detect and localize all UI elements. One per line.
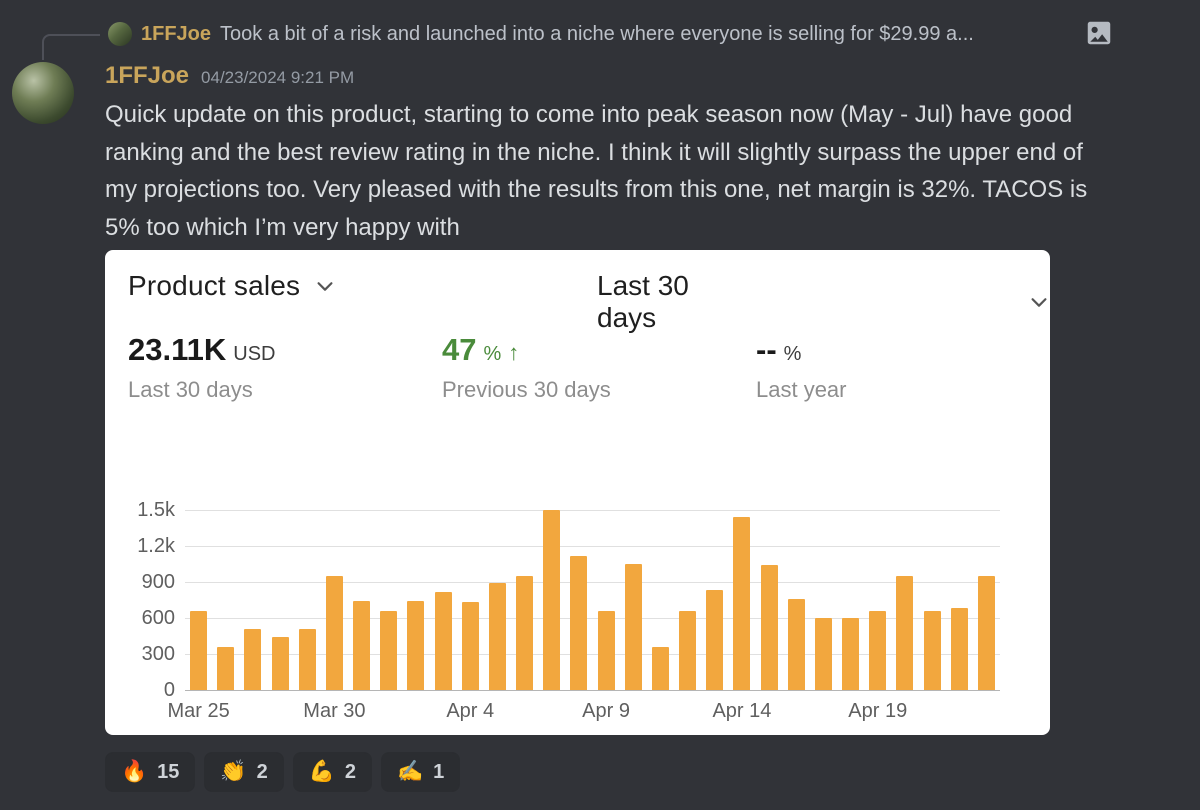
username[interactable]: 1FFJoe bbox=[105, 62, 190, 89]
stat-value: 23.11K bbox=[128, 332, 227, 367]
reaction-count: 15 bbox=[157, 760, 180, 783]
fire-emoji-icon: 🔥 bbox=[121, 760, 148, 783]
bar-apr-19 bbox=[869, 610, 887, 690]
reply-preview[interactable]: 1FFJoe Took a bit of a risk and launched… bbox=[108, 18, 1080, 50]
metric-dropdown[interactable]: Product sales bbox=[128, 270, 336, 302]
stat-label: Last year bbox=[756, 377, 847, 402]
bar-apr-12 bbox=[679, 610, 697, 690]
reaction-fire[interactable]: 🔥 15 bbox=[105, 752, 196, 792]
bar-mar-30 bbox=[325, 576, 343, 690]
bar-apr-16 bbox=[787, 598, 805, 690]
bar-mar-26 bbox=[217, 646, 235, 690]
bar-apr-9 bbox=[597, 610, 615, 690]
reaction-count: 1 bbox=[433, 760, 445, 783]
reaction-clap[interactable]: 👏 2 bbox=[204, 752, 284, 792]
stat-current-period: 23.11K USD Last 30 days bbox=[128, 332, 442, 403]
reply-avatar bbox=[108, 22, 132, 46]
muscle-emoji-icon: 💪 bbox=[308, 760, 335, 783]
x-tick-label: Apr 19 bbox=[848, 700, 908, 722]
x-tick-label: Mar 30 bbox=[303, 700, 366, 722]
writing-hand-emoji-icon: ✍️ bbox=[396, 760, 424, 783]
reaction-writing-hand[interactable]: ✍️ 1 bbox=[380, 752, 461, 792]
chart-plot bbox=[185, 510, 1000, 691]
gridline bbox=[185, 510, 1000, 511]
reply-spine bbox=[42, 34, 100, 60]
y-tick-label: 1.2k bbox=[137, 535, 175, 557]
bar-apr-2 bbox=[407, 601, 425, 690]
stat-value: -- bbox=[756, 332, 777, 367]
gridline bbox=[185, 582, 1000, 583]
stat-last-year: -- % Last year bbox=[756, 332, 1070, 403]
bar-mar-29 bbox=[298, 628, 316, 690]
y-tick-label: 0 bbox=[163, 679, 175, 701]
bar-apr-6 bbox=[516, 576, 534, 690]
x-tick-label: Apr 14 bbox=[712, 700, 772, 722]
gridline bbox=[185, 618, 1000, 619]
stat-label: Previous 30 days bbox=[442, 377, 611, 402]
y-tick-label: 900 bbox=[141, 571, 175, 593]
y-tick-label: 600 bbox=[141, 607, 175, 629]
reaction-muscle[interactable]: 💪 2 bbox=[292, 752, 372, 792]
chart-y-labels: 0 300 600 900 1.2k 1.5k bbox=[105, 499, 175, 701]
x-tick-label: Apr 9 bbox=[582, 700, 630, 722]
range-dropdown[interactable]: Last 30 days bbox=[597, 270, 1050, 334]
reactions-row: 🔥 15 👏 2 💪 2 ✍️ 1 bbox=[105, 752, 461, 792]
timestamp: 04/23/2024 9:21 PM bbox=[201, 68, 355, 87]
bar-apr-11 bbox=[651, 646, 669, 690]
stat-unit: % bbox=[783, 343, 802, 365]
bar-apr-21 bbox=[923, 610, 941, 690]
bar-apr-22 bbox=[950, 608, 968, 690]
chevron-down-icon bbox=[314, 275, 336, 297]
stat-unit: USD bbox=[233, 343, 276, 365]
bar-apr-18 bbox=[842, 618, 860, 690]
avatar[interactable] bbox=[12, 62, 74, 124]
bar-apr-5 bbox=[488, 583, 506, 690]
bar-mar-31 bbox=[353, 601, 371, 690]
gridline bbox=[185, 690, 1000, 691]
gridline bbox=[185, 546, 1000, 547]
message-header: 1FFJoe 04/23/2024 9:21 PM bbox=[105, 62, 354, 90]
stats-row: 23.11K USD Last 30 days 47 % ↑ Previous … bbox=[128, 332, 1070, 403]
stat-label: Last 30 days bbox=[128, 377, 253, 402]
bar-apr-4 bbox=[461, 602, 479, 690]
reply-username: 1FFJoe bbox=[141, 22, 212, 45]
bar-apr-20 bbox=[896, 576, 914, 690]
sales-card: Product sales Last 30 days 23.11K USD La… bbox=[105, 250, 1050, 735]
bar-apr-7 bbox=[543, 510, 561, 690]
bar-mar-28 bbox=[271, 637, 289, 690]
chevron-down-icon bbox=[1028, 291, 1050, 313]
bar-apr-23 bbox=[977, 576, 995, 690]
x-tick-label: Apr 4 bbox=[446, 700, 495, 722]
stat-previous-period: 47 % ↑ Previous 30 days bbox=[442, 332, 756, 403]
clap-emoji-icon: 👏 bbox=[220, 760, 247, 783]
bar-apr-13 bbox=[706, 590, 724, 690]
reaction-count: 2 bbox=[344, 760, 356, 783]
bar-apr-10 bbox=[624, 564, 642, 690]
up-arrow-icon: ↑ bbox=[508, 340, 520, 365]
x-tick-label: Mar 25 bbox=[167, 700, 230, 722]
reaction-count: 2 bbox=[256, 760, 268, 783]
range-dropdown-label: Last 30 days bbox=[597, 270, 689, 333]
bar-apr-3 bbox=[434, 591, 452, 690]
bar-apr-14 bbox=[733, 517, 751, 690]
stat-value: 47 bbox=[442, 332, 477, 367]
y-tick-label: 1.5k bbox=[137, 499, 175, 521]
bar-apr-1 bbox=[380, 610, 398, 690]
message-text: Quick update on this product, starting t… bbox=[105, 101, 1088, 241]
bar-apr-8 bbox=[570, 555, 588, 690]
gridline bbox=[185, 654, 1000, 655]
bar-mar-25 bbox=[190, 610, 208, 690]
bar-apr-17 bbox=[814, 618, 832, 690]
bar-apr-15 bbox=[760, 565, 778, 690]
reply-preview-text: Took a bit of a risk and launched into a… bbox=[220, 22, 974, 45]
image-icon[interactable] bbox=[1084, 18, 1114, 48]
metric-dropdown-label: Product sales bbox=[128, 270, 301, 301]
bar-mar-27 bbox=[244, 628, 262, 690]
chart-x-axis: Mar 25 Mar 30 Apr 4 Apr 9 Apr 14 Apr 19 bbox=[167, 700, 1000, 726]
stat-unit: % bbox=[483, 343, 502, 365]
y-tick-label: 300 bbox=[141, 643, 175, 665]
